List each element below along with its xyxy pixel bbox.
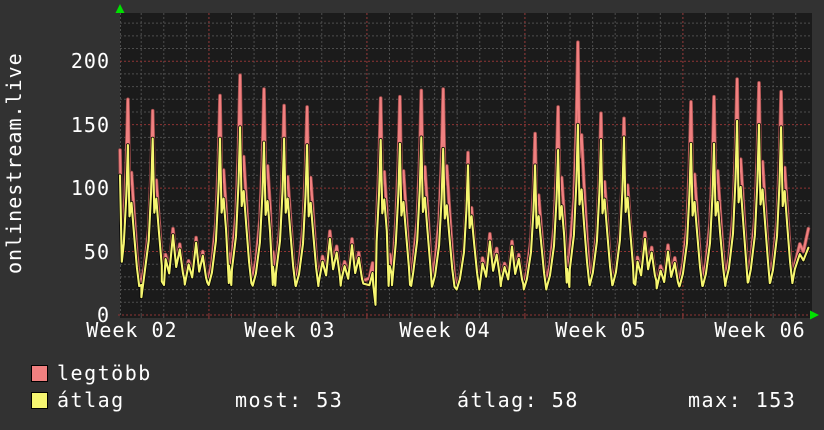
legend-label-atlag: átlag [57,388,125,412]
y-tick-label: 100 [70,176,110,201]
x-week-label: Week 03 [244,318,336,342]
stat-most: most: 53 [235,388,344,412]
y-tick-label: 50 [83,239,110,264]
legend-label-legtobb: legtöbb [57,361,152,385]
legend-swatch-atlag [31,392,48,409]
stat-max: max: 153 [688,388,797,412]
y-tick-label: 200 [70,49,110,74]
stat-atlag: átlag: 58 [457,388,579,412]
x-week-label: Week 05 [555,318,647,342]
x-week-label: Week 02 [86,318,178,342]
y-tick-label: 0 [96,303,110,327]
x-week-label: Week 06 [714,318,806,342]
y-tick-label: 150 [70,112,110,137]
legend-swatch-legtobb [31,365,48,382]
x-week-label: Week 04 [399,318,491,342]
graph-title-vertical: onlinestream.live [2,52,26,274]
